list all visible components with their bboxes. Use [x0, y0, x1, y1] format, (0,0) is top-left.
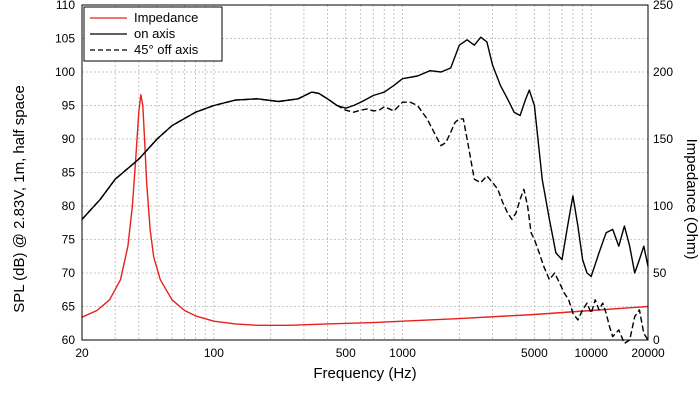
legend: Impedance on axis 45° off axis: [83, 6, 223, 62]
y2-tick-label: 150: [653, 132, 673, 146]
x-tick-label: 1000: [389, 346, 416, 360]
y2-tick-label: 50: [653, 266, 667, 280]
tick-labels: 20 100 500 1000 5000 10000 2000060657075808590…: [55, 0, 673, 360]
y-tick-label: 80: [62, 199, 76, 213]
legend-label-off-axis: 45° off axis: [134, 42, 199, 57]
legend-label-on-axis: on axis: [134, 26, 176, 41]
x-axis-title: Frequency (Hz): [313, 365, 416, 382]
y-axis-title: SPL (dB) @ 2.83V, 1m, half space: [11, 85, 28, 313]
y-tick-label: 100: [55, 65, 75, 79]
series-line-45-off-axis: [81, 91, 649, 345]
x-tick-label: 10000: [575, 346, 609, 360]
y2-axis-title: Impedance (Ohm): [683, 139, 700, 260]
y-tick-label: 110: [56, 0, 75, 12]
series-line-impedance: [81, 94, 649, 326]
y2-tick-label: 100: [653, 199, 673, 213]
y-tick-label: 105: [55, 32, 75, 46]
x-tick-label: 20000: [631, 346, 665, 360]
x-tick-label: 100: [204, 346, 224, 360]
data-series: [81, 36, 649, 345]
plot-frame: [81, 4, 649, 341]
legend-label-impedance: Impedance: [134, 10, 198, 25]
y2-tick-label: 0: [653, 333, 660, 347]
y-tick-label: 90: [62, 132, 76, 146]
y-tick-label: 75: [62, 233, 76, 247]
x-tick-label: 500: [336, 346, 356, 360]
y2-tick-label: 250: [653, 0, 673, 12]
x-tick-label: 5000: [521, 346, 548, 360]
y-tick-label: 65: [62, 300, 76, 314]
y-tick-label: 85: [62, 166, 76, 180]
y-tick-label: 95: [62, 99, 76, 113]
y-tick-label: 70: [62, 266, 76, 280]
y-tick-label: 60: [62, 333, 76, 347]
x-tick-label: 20: [75, 346, 89, 360]
y2-tick-label: 200: [653, 65, 673, 79]
